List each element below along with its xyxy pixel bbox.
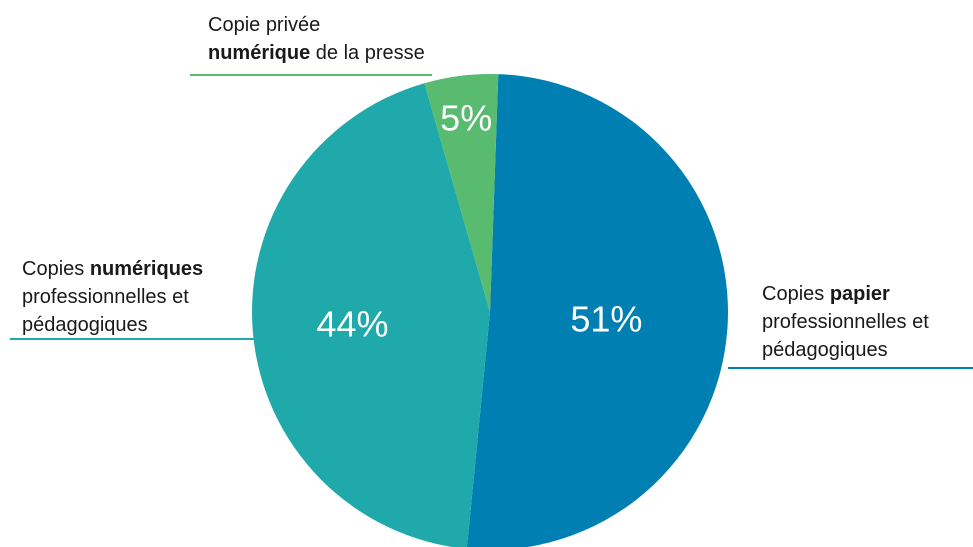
pie-slices <box>252 73 728 547</box>
slice-value-label-0: 51% <box>570 299 642 340</box>
slice-legend-label-1: Copies numériques professionnelles et péda… <box>22 258 203 336</box>
slice-legend-label-2: Copie privée numérique de la presse <box>208 14 425 64</box>
pie-slice-2 <box>424 73 499 313</box>
pie-slice-0 <box>466 74 728 547</box>
slice-legend-labels: Copies papier professionnelles et pédagogi… <box>10 14 973 369</box>
slice-legend-label-0: Copies papier professionnelles et pédagogi… <box>762 283 929 361</box>
slice-legend-0: Copies papier professionnelles et pédagogi… <box>728 283 973 369</box>
slice-legend-1: Copies numériques professionnelles et péda… <box>10 258 258 340</box>
slice-value-label-2: 5% <box>440 97 492 138</box>
pie-slice-1 <box>252 83 490 547</box>
slice-legend-2: Copie privée numérique de la presse <box>190 14 432 76</box>
slice-value-label-1: 44% <box>316 304 388 345</box>
slice-value-labels: 51% 44% 5% <box>316 97 642 344</box>
